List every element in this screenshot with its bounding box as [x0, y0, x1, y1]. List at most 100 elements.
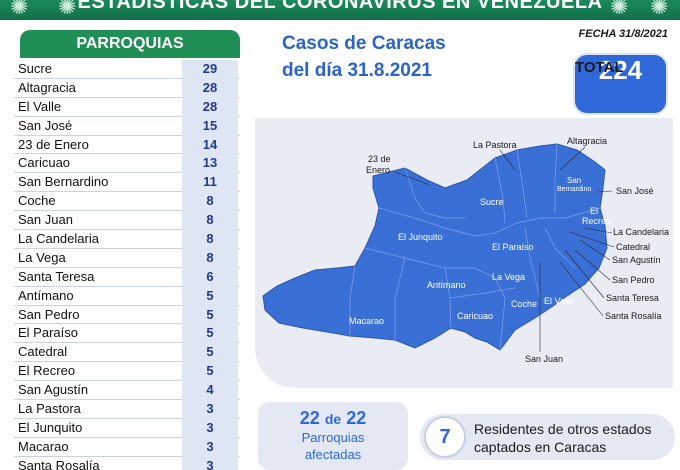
- parroquia-cases: 13: [182, 154, 238, 174]
- affected-parroquias-box: 22 de 22 Parroquias afectadas: [258, 402, 408, 470]
- table-row: La Pastora 3: [14, 400, 240, 419]
- page-title: ESTADÍSTICAS DEL CORONAVIRUS EN VENEZUEL…: [77, 0, 603, 13]
- map-label-santa-teresa: Santa Teresa: [606, 293, 659, 303]
- parroquia-name: Santa Rosalía: [18, 457, 100, 470]
- parroquia-name: Coche: [18, 193, 56, 209]
- map-label-23-de-enero-1: 23 de: [368, 154, 391, 164]
- table-row: El Paraíso 5: [14, 324, 240, 344]
- map-label-san-bernardino-1: San: [567, 176, 582, 185]
- parroquia-name: El Recreo: [18, 363, 76, 379]
- map-label-coche: Coche: [511, 299, 538, 309]
- virus-icon: ✺: [58, 0, 77, 19]
- parroquias-header: PARROQUIAS: [20, 30, 240, 58]
- parroquia-cases: 4: [182, 381, 238, 401]
- parroquia-cases: 29: [182, 60, 238, 79]
- parroquia-cases: 28: [182, 97, 238, 117]
- parroquia-name: San Bernardino: [18, 174, 109, 190]
- table-row: San Bernardino 11: [14, 173, 240, 193]
- parroquias-table: Sucre 29 Altagracia 28 El Valle 28 San José 15 2…: [14, 60, 240, 470]
- affected-total: 22: [346, 408, 367, 428]
- cases-title: Casos de Caracas del día 31.8.2021: [282, 30, 446, 84]
- parroquia-cases: 15: [182, 116, 238, 136]
- parroquia-cases: 5: [182, 286, 238, 306]
- map-label-san-agustin: San Agustín: [612, 255, 661, 265]
- parroquia-name: Caricuao: [18, 155, 71, 171]
- map-label-macarao: Macarao: [349, 316, 385, 326]
- table-row: El Valle 28: [14, 97, 240, 117]
- virus-icon: ✺: [650, 0, 669, 19]
- parroquia-name: San Pedro: [18, 306, 80, 322]
- parroquia-name: Sucre: [18, 61, 52, 76]
- table-row: El Recreo 5: [14, 362, 240, 382]
- map-label-catedral: Catedral: [616, 242, 651, 252]
- residents-box: 7 Residentes de otros estados captados e…: [420, 414, 675, 460]
- table-row: San Agustín 4: [14, 381, 240, 401]
- cases-title-line1: Casos de Caracas: [282, 33, 446, 54]
- affected-de: de: [324, 411, 342, 427]
- parroquia-name: El Valle: [18, 98, 62, 114]
- parroquia-name: Macarao: [18, 438, 69, 454]
- parroquia-cases: 3: [182, 400, 238, 419]
- table-row: Macarao 3: [14, 437, 240, 457]
- parroquia-cases: 5: [182, 362, 238, 382]
- parroquia-cases: 8: [182, 211, 238, 231]
- map-label-el-recreo-2: Recreo: [582, 216, 612, 226]
- parroquia-name: La Candelaria: [18, 231, 99, 247]
- total-value: 224: [598, 55, 643, 85]
- parroquia-cases: 5: [182, 343, 238, 363]
- map-label-sucre: Sucre: [480, 197, 504, 207]
- affected-line1: Parroquias: [301, 430, 365, 445]
- parroquia-name: El Junquito: [18, 419, 83, 435]
- map-label-san-juan: San Juan: [525, 354, 564, 364]
- table-row: San Juan 8: [14, 211, 240, 231]
- map-label-caricuao: Caricuao: [457, 311, 494, 321]
- map-label-san-pedro: San Pedro: [612, 275, 655, 285]
- virus-icon: ✺: [610, 0, 629, 19]
- table-row: La Candelaria 8: [14, 230, 240, 249]
- map-label-santa-rosalia: Santa Rosalía: [605, 311, 662, 321]
- map-label-el-valle: El Valle: [544, 296, 574, 306]
- map-label-altagracia: Altagracia: [567, 136, 608, 146]
- table-row: San José 15: [14, 116, 240, 136]
- residents-line1: Residentes de otros estados: [474, 421, 652, 437]
- table-row: San Pedro 5: [14, 305, 240, 325]
- map-label-la-candelaria: La Candelaria: [613, 227, 670, 237]
- parroquia-cases: 8: [182, 248, 238, 268]
- map-label-san-bernardino-2: Bernardino: [557, 186, 592, 193]
- affected-count: 22: [299, 408, 320, 428]
- affected-line2: afectadas: [304, 447, 362, 462]
- parroquia-cases: 8: [182, 230, 238, 249]
- map-label-el-paraiso: El Paraíso: [492, 242, 534, 252]
- table-row: Caricuao 13: [14, 154, 240, 174]
- parroquia-name: La Vega: [18, 249, 66, 265]
- parroquia-name: Catedral: [18, 344, 68, 360]
- residents-count: 7: [424, 416, 466, 458]
- table-row: Sucre 29: [14, 60, 240, 79]
- parroquia-cases: 6: [182, 267, 238, 287]
- virus-icon: ✺: [10, 0, 29, 19]
- map-label-san-jose: San José: [616, 186, 654, 196]
- table-row: La Vega 8: [14, 248, 240, 268]
- map-region-outline: [262, 143, 608, 351]
- map-boundaries: [349, 143, 601, 351]
- parroquia-name: San Agustín: [18, 382, 89, 398]
- parroquia-name: Altagracia: [18, 79, 76, 95]
- parroquia-cases: 5: [182, 324, 238, 344]
- table-row: Coche 8: [14, 192, 240, 212]
- report-date: FECHA 31/8/2021: [578, 28, 668, 40]
- parroquia-cases: 14: [182, 135, 238, 155]
- map-label-la-pastora: La Pastora: [473, 140, 517, 150]
- parroquia-cases: 28: [182, 78, 238, 98]
- parroquia-cases: 3: [182, 437, 238, 457]
- parroquia-name: San Juan: [18, 212, 73, 228]
- table-row: 23 de Enero 14: [14, 135, 240, 155]
- map-label-el-junquito: El Junquito: [398, 232, 443, 242]
- parroquia-name: 23 de Enero: [18, 136, 89, 152]
- parroquia-cases: 3: [182, 418, 238, 438]
- parroquia-name: Antímano: [18, 287, 74, 303]
- residents-text: Residentes de otros estados captados en …: [474, 420, 651, 456]
- table-row: Catedral 5: [14, 343, 240, 363]
- parroquia-name: Santa Teresa: [18, 268, 95, 284]
- parroquia-cases: 11: [182, 173, 238, 193]
